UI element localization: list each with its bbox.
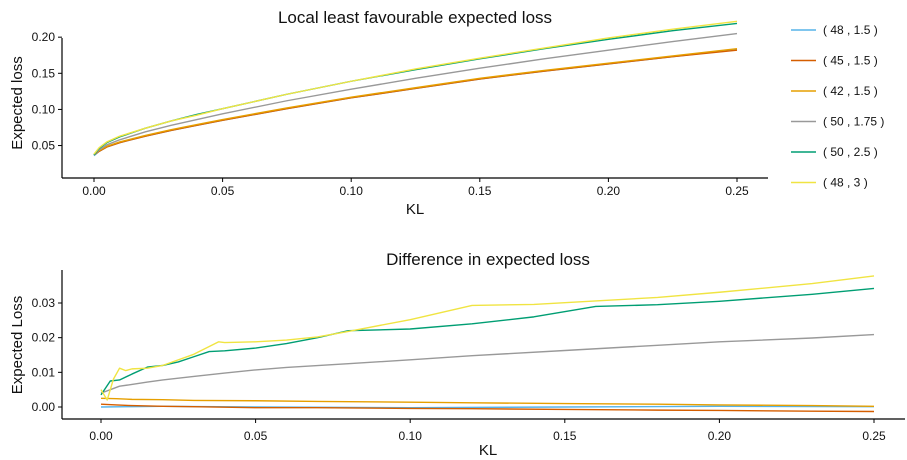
legend-label: ( 48 , 1.5 ) — [823, 23, 878, 37]
x-tick-label: 0.05 — [244, 429, 268, 443]
series-line-5 — [93, 20, 738, 155]
legend-label: ( 50 , 2.5 ) — [823, 145, 878, 159]
x-tick-label: 0.10 — [340, 184, 364, 198]
legend: ( 48 , 1.5 ) ( 45 , 1.5 ) ( 42 , 1.5 ) ( 50… — [791, 23, 884, 190]
y-tick-label: 0.10 — [32, 102, 56, 116]
series-line-5 — [100, 275, 875, 401]
legend-label: ( 45 , 1.5 ) — [823, 54, 878, 68]
series-line-2 — [100, 397, 875, 408]
series-line-2 — [93, 48, 738, 155]
x-tick-label: 0.10 — [399, 429, 423, 443]
series-line-1 — [93, 49, 738, 156]
x-tick-label: 0.00 — [89, 429, 113, 443]
legend-label: ( 48 , 3 ) — [823, 176, 868, 190]
x-tick-label: 0.15 — [468, 184, 492, 198]
bottom-panel: 0.00 0.05 0.10 0.15 0.20 0.25 0.00 0.01 0.02 0.03… — [9, 250, 905, 459]
y-tick-label: 0.00 — [32, 400, 56, 414]
x-tick-label: 0.20 — [708, 429, 732, 443]
y-axis-label: Expected loss — [9, 56, 26, 149]
series-line-3 — [93, 32, 738, 156]
y-axis-label: Expected Loss — [9, 296, 26, 394]
series-line-1 — [100, 403, 875, 413]
y-tick-label: 0.15 — [32, 66, 56, 80]
series-line-4 — [100, 287, 875, 396]
legend-label: ( 42 , 1.5 ) — [823, 84, 878, 98]
legend-label: ( 50 , 1.75 ) — [823, 115, 884, 129]
x-tick-label: 0.25 — [725, 184, 749, 198]
chart-title: Local least favourable expected loss — [278, 8, 552, 27]
chart-title: Difference in expected loss — [386, 250, 590, 269]
x-tick-label: 0.00 — [82, 184, 106, 198]
series-line-3 — [100, 333, 875, 394]
x-tick-label: 0.20 — [597, 184, 621, 198]
top-panel: 0.00 0.05 0.10 0.15 0.20 0.25 0.05 0.10 0.15 0.20… — [9, 8, 768, 218]
y-tick-label: 0.01 — [32, 365, 56, 379]
x-tick-label: 0.25 — [862, 429, 886, 443]
y-tick-label: 0.03 — [32, 296, 56, 310]
x-axis-label: KL — [479, 442, 497, 459]
series-line-0 — [93, 48, 738, 157]
y-tick-label: 0.02 — [32, 331, 56, 345]
series-line-4 — [93, 22, 738, 156]
y-tick-label: 0.20 — [32, 30, 56, 44]
x-tick-label: 0.15 — [553, 429, 577, 443]
x-axis-label: KL — [406, 201, 424, 218]
x-tick-label: 0.05 — [211, 184, 235, 198]
y-tick-label: 0.05 — [32, 139, 56, 153]
